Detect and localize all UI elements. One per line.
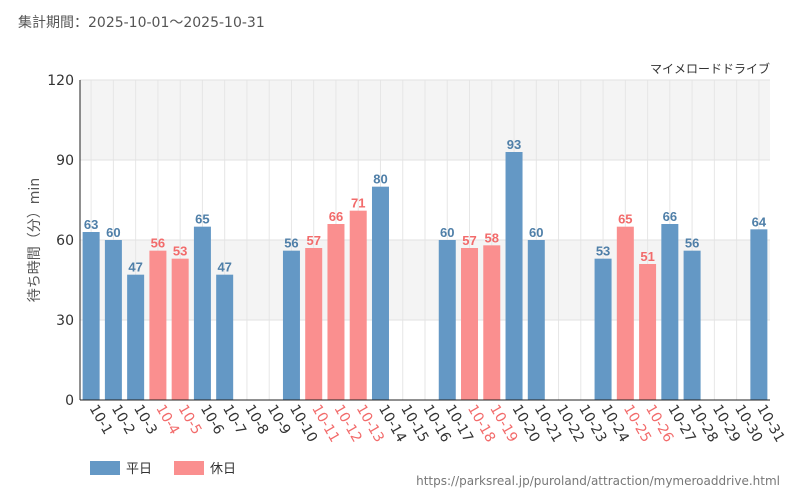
value-label-10-2: 60 — [106, 225, 120, 240]
y-tick-label: 90 — [56, 153, 74, 169]
value-label-10-20: 93 — [507, 137, 521, 152]
y-tick-label: 120 — [47, 73, 74, 89]
bar-10-14 — [371, 186, 389, 400]
value-label-10-11: 57 — [306, 233, 320, 248]
bar-10-3 — [127, 274, 145, 400]
value-label-10-1: 63 — [84, 217, 98, 232]
bar-10-11 — [305, 248, 323, 400]
bar-10-25 — [616, 226, 634, 400]
bar-10-26 — [639, 264, 657, 400]
value-label-10-5: 53 — [173, 244, 187, 259]
bar-10-18 — [461, 248, 479, 400]
value-label-10-31: 64 — [752, 214, 767, 229]
value-label-10-7: 47 — [217, 260, 231, 275]
value-label-10-26: 51 — [640, 249, 654, 264]
bar-10-17 — [438, 240, 456, 400]
legend-holiday[interactable]: 休日 — [174, 458, 236, 477]
legend-weekday-swatch — [90, 460, 120, 475]
bar-10-27 — [661, 224, 679, 400]
y-axis-label: 待ち時間（分）min — [27, 177, 43, 303]
value-label-10-18: 57 — [462, 233, 476, 248]
bar-10-20 — [505, 152, 523, 400]
bar-10-4 — [149, 250, 167, 400]
value-label-10-28: 56 — [685, 236, 699, 251]
value-label-10-24: 53 — [596, 244, 610, 259]
bar-10-7 — [216, 274, 234, 400]
legend-holiday-swatch — [174, 460, 205, 475]
bar-10-19 — [483, 245, 501, 400]
chart-title: マイメロードドライブ — [649, 62, 770, 76]
value-label-10-13: 71 — [351, 196, 365, 211]
value-label-10-6: 65 — [195, 212, 209, 227]
y-tick-label: 0 — [65, 393, 74, 409]
legend-holiday-label: 休日 — [210, 462, 237, 477]
value-label-10-14: 80 — [373, 172, 387, 187]
bar-10-5 — [171, 258, 189, 400]
value-label-10-4: 56 — [151, 236, 165, 251]
y-tick-label: 60 — [56, 233, 74, 249]
bar-10-12 — [327, 224, 345, 400]
collection-period: 集計期間：2025-10-01～2025-10-31 — [18, 15, 265, 31]
legend-weekday[interactable]: 平日 — [90, 458, 152, 477]
bar-10-10 — [282, 250, 300, 400]
legend: 平日 休日 — [90, 458, 258, 477]
value-label-10-12: 66 — [329, 209, 343, 224]
value-label-10-3: 47 — [128, 260, 142, 275]
bar-10-2 — [104, 240, 122, 400]
value-label-10-27: 66 — [663, 209, 677, 224]
value-label-10-19: 58 — [485, 230, 499, 245]
value-label-10-21: 60 — [529, 225, 543, 240]
value-label-10-25: 65 — [618, 212, 632, 227]
y-tick-label: 30 — [56, 313, 74, 329]
legend-weekday-label: 平日 — [126, 462, 153, 477]
bar-10-28 — [683, 250, 701, 400]
bar-10-31 — [750, 229, 768, 400]
bar-10-13 — [349, 210, 367, 400]
value-label-10-10: 56 — [284, 236, 298, 251]
bar-10-21 — [527, 240, 545, 400]
bar-10-24 — [594, 258, 612, 400]
bar-10-6 — [193, 226, 211, 400]
waiting-time-bar-chart: 6310-16010-24710-35610-45310-56510-64710… — [47, 73, 787, 445]
bar-10-1 — [82, 232, 100, 400]
value-label-10-17: 60 — [440, 225, 454, 240]
source-url[interactable]: https://parksreal.jp/puroland/attraction… — [416, 474, 780, 488]
